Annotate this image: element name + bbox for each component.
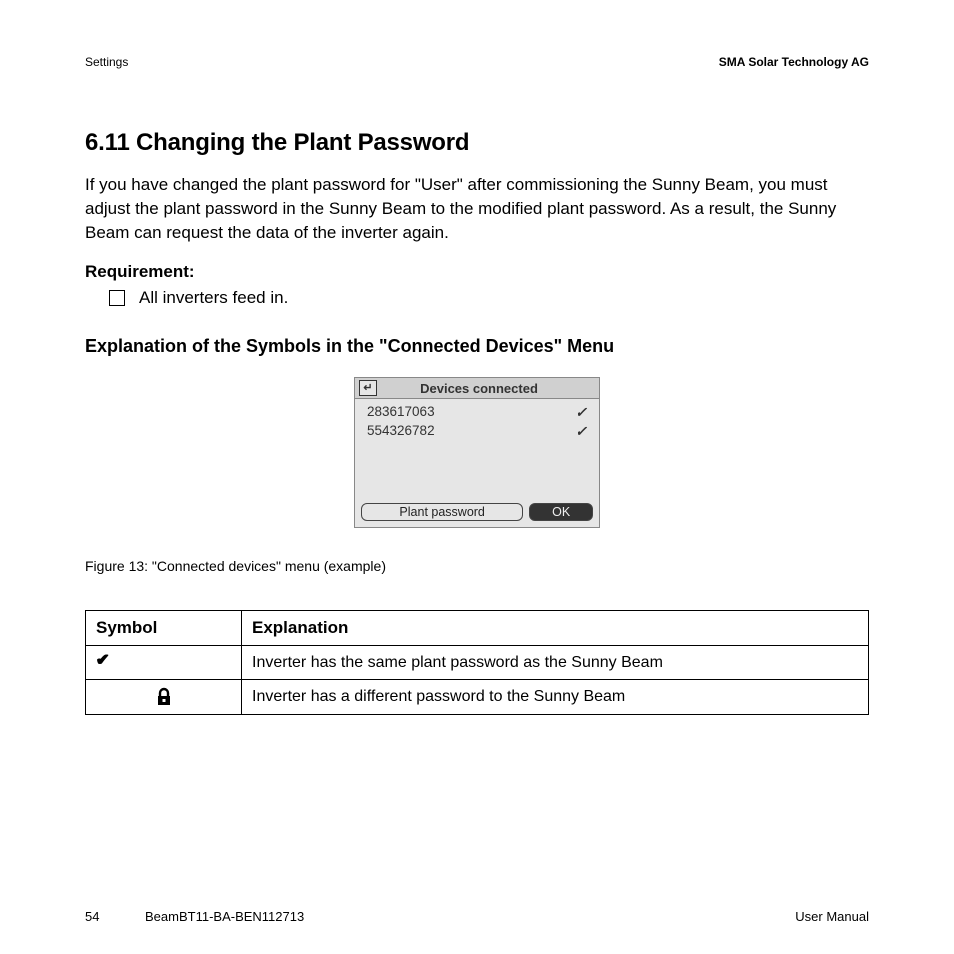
figure-caption: Figure 13: "Connected devices" menu (exa… [85,558,869,574]
page-footer: 54 BeamBT11-BA-BEN112713 User Manual [85,909,869,924]
explanation-cell: Inverter has the same plant password as … [242,646,869,680]
requirement-label: Requirement: [85,262,869,282]
requirement-text: All inverters feed in. [139,288,288,308]
table-header-explanation: Explanation [242,611,869,646]
requirement-item: All inverters feed in. [109,288,869,308]
device-buttons: Plant password OK [355,499,599,527]
check-icon [96,653,114,667]
symbol-cell [86,646,242,680]
table-row: Inverter has a different password to the… [86,680,869,715]
back-icon: ↵ [359,380,377,396]
symbol-table: Symbol Explanation Inverter has the same… [85,610,869,715]
lock-icon [96,687,231,707]
device-title-bar: ↵ Devices connected [355,378,599,399]
sub-heading: Explanation of the Symbols in the "Conne… [85,336,869,357]
device-title: Devices connected [381,381,599,396]
document-id: BeamBT11-BA-BEN112713 [145,909,795,924]
device-serial: 283617063 [367,404,435,421]
symbol-cell [86,680,242,715]
page-header: Settings SMA Solar Technology AG [85,55,869,69]
checkbox-icon [109,290,125,306]
footer-label: User Manual [795,909,869,924]
device-body: 283617063 ✓ 554326782 ✓ [355,399,599,499]
device-row: 554326782 ✓ [363,422,591,441]
check-icon: ✓ [575,404,587,421]
plant-password-button: Plant password [361,503,523,521]
explanation-cell: Inverter has a different password to the… [242,680,869,715]
check-icon: ✓ [575,423,587,440]
device-serial: 554326782 [367,423,435,440]
table-row: Inverter has the same plant password as … [86,646,869,680]
header-left: Settings [85,55,128,69]
ok-button: OK [529,503,593,521]
section-body: If you have changed the plant password f… [85,173,869,244]
device-row: 283617063 ✓ [363,403,591,422]
section-heading: 6.11 Changing the Plant Password [85,129,869,157]
table-header-symbol: Symbol [86,611,242,646]
header-right: SMA Solar Technology AG [719,55,869,69]
page-number: 54 [85,909,145,924]
device-screen: ↵ Devices connected 283617063 ✓ 55432678… [354,377,600,528]
